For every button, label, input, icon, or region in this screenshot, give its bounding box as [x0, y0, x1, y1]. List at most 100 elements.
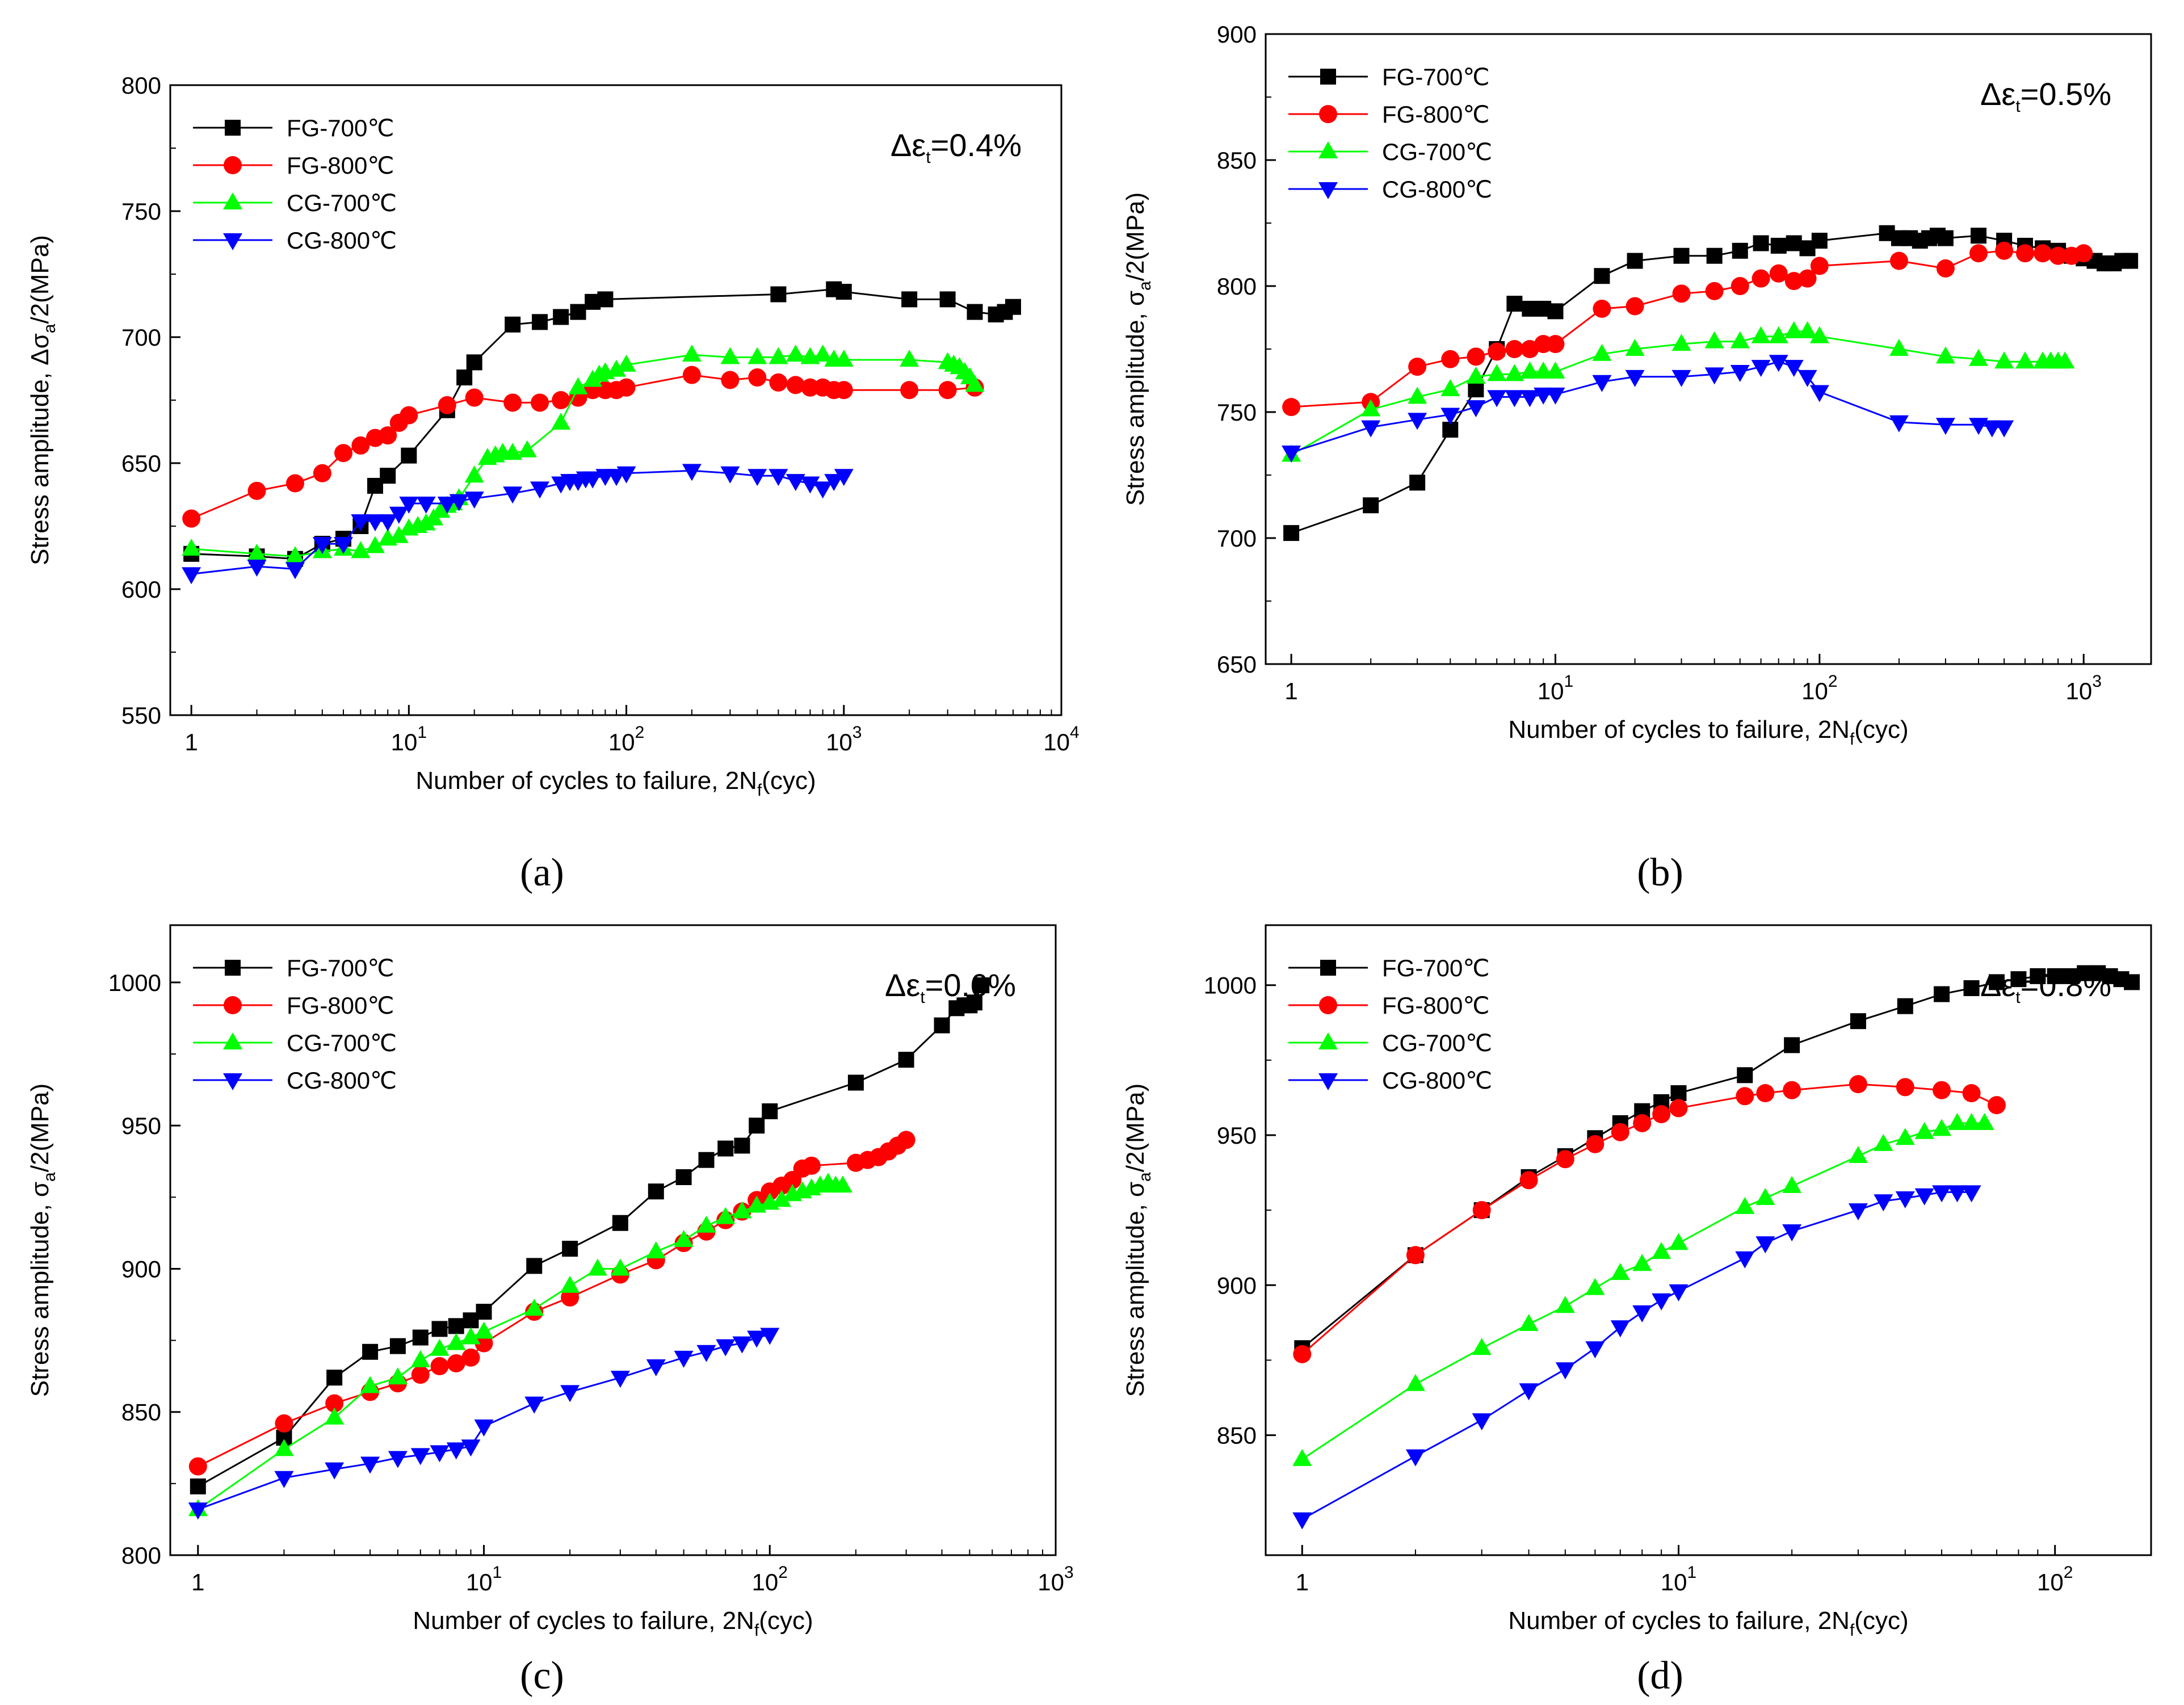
- data-point: [1784, 1037, 1800, 1053]
- data-point: [1962, 1185, 1981, 1203]
- data-point: [1555, 1362, 1575, 1380]
- data-point: [503, 486, 523, 504]
- data-point: [182, 567, 201, 585]
- data-point: [1585, 1341, 1605, 1359]
- data-point: [732, 1201, 752, 1219]
- data-point: [1487, 390, 1507, 408]
- data-point: [616, 354, 636, 372]
- data-point: [760, 1328, 780, 1345]
- x-tick-label: 102: [752, 1563, 788, 1595]
- y-axis-title: Stress amplitude, σa/2(MPa): [26, 1084, 59, 1397]
- data-point: [813, 481, 833, 499]
- data-point: [898, 1052, 914, 1068]
- data-point: [1669, 1284, 1689, 1301]
- data-point: [1786, 235, 1802, 251]
- data-point: [1408, 358, 1427, 376]
- legend-marker: [223, 1073, 242, 1090]
- data-point: [607, 359, 627, 377]
- data-point: [1522, 300, 1538, 317]
- data-point: [461, 1327, 481, 1345]
- data-point: [1811, 233, 1828, 249]
- data-point: [1652, 1293, 1671, 1311]
- data-point: [698, 1152, 715, 1168]
- data-point: [1467, 347, 1485, 366]
- data-point: [973, 977, 990, 993]
- y-tick-label: 750: [121, 198, 161, 225]
- series-CG-700℃: [1292, 1112, 1994, 1466]
- data-point: [747, 1330, 767, 1348]
- legend: FG-700℃ FG-800℃ CG-700℃ CG-800℃: [193, 955, 397, 1094]
- data-point: [524, 1396, 544, 1414]
- panel-label: (b): [1637, 851, 1683, 895]
- data-point: [351, 541, 371, 558]
- x-tick-label: 1: [184, 729, 198, 755]
- series-FG-700℃: [190, 977, 990, 1494]
- data-point: [524, 1299, 544, 1316]
- panel-label: (d): [1637, 1654, 1683, 1698]
- data-point: [476, 1304, 492, 1320]
- data-point: [1440, 408, 1460, 425]
- data-point: [379, 426, 397, 445]
- data-point: [786, 474, 805, 492]
- legend-label: CG-700℃: [287, 1030, 397, 1056]
- data-point: [770, 286, 787, 303]
- data-point: [1441, 350, 1460, 368]
- data-point: [1969, 348, 1989, 366]
- data-point: [748, 368, 767, 387]
- legend-label: CG-700℃: [1382, 1030, 1492, 1056]
- data-point: [1505, 364, 1524, 381]
- data-point: [505, 316, 521, 333]
- data-point: [648, 1183, 664, 1200]
- data-point: [1784, 360, 1804, 377]
- data-point: [610, 1371, 630, 1388]
- data-point: [2015, 351, 2035, 369]
- data-point: [182, 538, 201, 556]
- series-line: [1291, 250, 2084, 408]
- data-point: [503, 443, 523, 460]
- data-point: [560, 1275, 580, 1293]
- data-point: [824, 474, 844, 492]
- y-tick-label: 800: [121, 72, 161, 99]
- legend-marker: [223, 233, 242, 250]
- data-point: [1975, 1112, 1994, 1130]
- data-point: [833, 1175, 852, 1193]
- data-point: [1505, 390, 1524, 408]
- data-point: [1610, 1263, 1630, 1280]
- data-point: [1704, 367, 1724, 385]
- y-tick-label: 900: [121, 1255, 161, 1282]
- data-point: [285, 474, 304, 493]
- y-tick-label: 850: [1217, 147, 1257, 174]
- y-tick-label: 950: [121, 1112, 161, 1139]
- data-point: [388, 1451, 408, 1468]
- data-point: [274, 1439, 294, 1456]
- data-point: [1987, 1096, 2006, 1115]
- data-point: [1797, 369, 1817, 387]
- data-point: [772, 1190, 792, 1207]
- y-axis-title: Stress amplitude, Δσa/2(MPa): [26, 235, 59, 565]
- data-point: [1755, 1236, 1775, 1254]
- legend: FG-700℃ FG-800℃ CG-700℃ CG-800℃: [1288, 64, 1492, 203]
- data-point: [847, 1074, 864, 1091]
- data-point: [1782, 1175, 1802, 1193]
- x-tick-label: 102: [1801, 672, 1837, 704]
- data-point: [747, 347, 767, 364]
- series-CG-800℃: [1292, 1185, 1981, 1530]
- data-point: [696, 1215, 716, 1233]
- data-point: [2047, 968, 2063, 984]
- data-point: [1556, 1150, 1574, 1169]
- data-point: [646, 1359, 666, 1376]
- data-point: [568, 377, 588, 394]
- data-point: [1627, 253, 1643, 269]
- data-point: [800, 476, 820, 494]
- data-point: [769, 373, 788, 392]
- data-point: [1737, 1067, 1753, 1084]
- data-point: [1593, 299, 1611, 318]
- data-point: [561, 1288, 579, 1307]
- legend: FG-700℃ FG-800℃ CG-700℃ CG-800℃: [1288, 955, 1492, 1094]
- data-point: [835, 284, 852, 300]
- data-point: [449, 494, 469, 511]
- data-point: [616, 466, 636, 484]
- data-point: [1784, 321, 1804, 338]
- data-point: [437, 497, 457, 514]
- data-point: [247, 543, 267, 561]
